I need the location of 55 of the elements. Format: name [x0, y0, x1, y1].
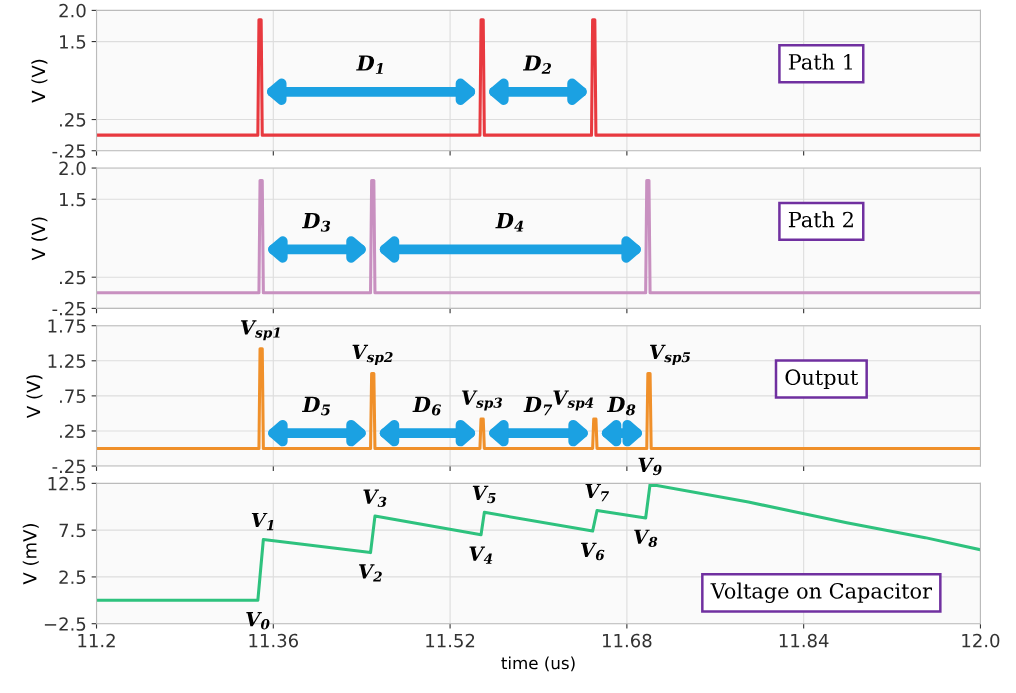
annotation: D$_{6}$: [412, 396, 442, 416]
annotation: V$_{2}$: [358, 564, 382, 582]
annotation: Output: [785, 369, 859, 390]
annotation: V$_{5}$: [472, 485, 496, 504]
x-tick-label: 11.84: [779, 633, 829, 648]
annotation: D$_{2}$: [522, 55, 552, 74]
annotation: V$_{sp1}$: [240, 320, 280, 341]
annotation: Path 2: [788, 211, 853, 228]
annotation: V$_{8}$: [634, 529, 658, 548]
annotation: Voltage on Capacitor: [710, 582, 932, 604]
annotation: V$_{sp3}$: [461, 390, 503, 411]
annotation: V$_{sp5}$: [650, 344, 691, 365]
y-tick-label: .75: [60, 389, 86, 403]
annotation: D$_{8}$: [606, 396, 636, 416]
annotation: V$_{sp2}$: [352, 344, 393, 365]
annotation: V$_{1}$: [251, 512, 274, 531]
annotation: V$_{6}$: [581, 542, 605, 561]
y-tick-label: 1.5: [60, 192, 86, 207]
annotation: D$_{3}$: [301, 213, 331, 232]
y-tick-label: -.25: [52, 459, 86, 474]
y-tick-label: −2.5: [44, 617, 86, 631]
x-tick-label: 11.68: [603, 633, 652, 648]
y-tick-label: 1.5: [60, 35, 86, 49]
x-tick-label: 11.36: [249, 633, 299, 648]
y-tick-label: 7.5: [59, 523, 86, 538]
annotation: V$_{9}$: [638, 457, 662, 476]
annotation: Path 1: [788, 53, 852, 70]
y-axis-title: V (V): [26, 375, 43, 418]
y-tick-label: 1.25: [48, 354, 86, 368]
x-axis-title: time (us): [501, 656, 575, 672]
y-tick-label: 1.75: [48, 319, 86, 333]
annotation: V$_{3}$: [363, 489, 387, 507]
y-tick-label: .25: [60, 270, 86, 285]
y-axis-title: V (V): [31, 217, 48, 261]
y-tick-label: 2.0: [59, 161, 86, 176]
y-axis-title: V (V): [31, 59, 48, 103]
annotation: D$_{1}$: [356, 55, 383, 74]
y-tick-label: -.25: [52, 144, 86, 158]
annotation: V$_{7}$: [585, 483, 609, 502]
y-tick-label: .25: [60, 424, 86, 439]
annotation: D$_{4}$: [495, 213, 524, 232]
x-tick-label: 11.2: [78, 633, 115, 648]
y-axis-title: V (mV): [22, 524, 39, 585]
annotation: D$_{7}$: [523, 396, 553, 416]
y-tick-label: .25: [60, 113, 86, 127]
x-tick-label: 11.52: [426, 633, 475, 648]
y-tick-label: 2.5: [59, 570, 86, 585]
annotation: D$_{5}$: [301, 396, 330, 416]
y-tick-label: -.25: [52, 301, 86, 316]
annotation: V$_{0}$: [246, 612, 270, 630]
y-tick-label: 2.0: [59, 3, 86, 18]
annotation: V$_{4}$: [469, 546, 493, 564]
annotation: V$_{sp4}$: [553, 390, 594, 411]
y-tick-label: 12.5: [48, 476, 86, 491]
x-tick-label: 12.0: [962, 633, 1000, 648]
